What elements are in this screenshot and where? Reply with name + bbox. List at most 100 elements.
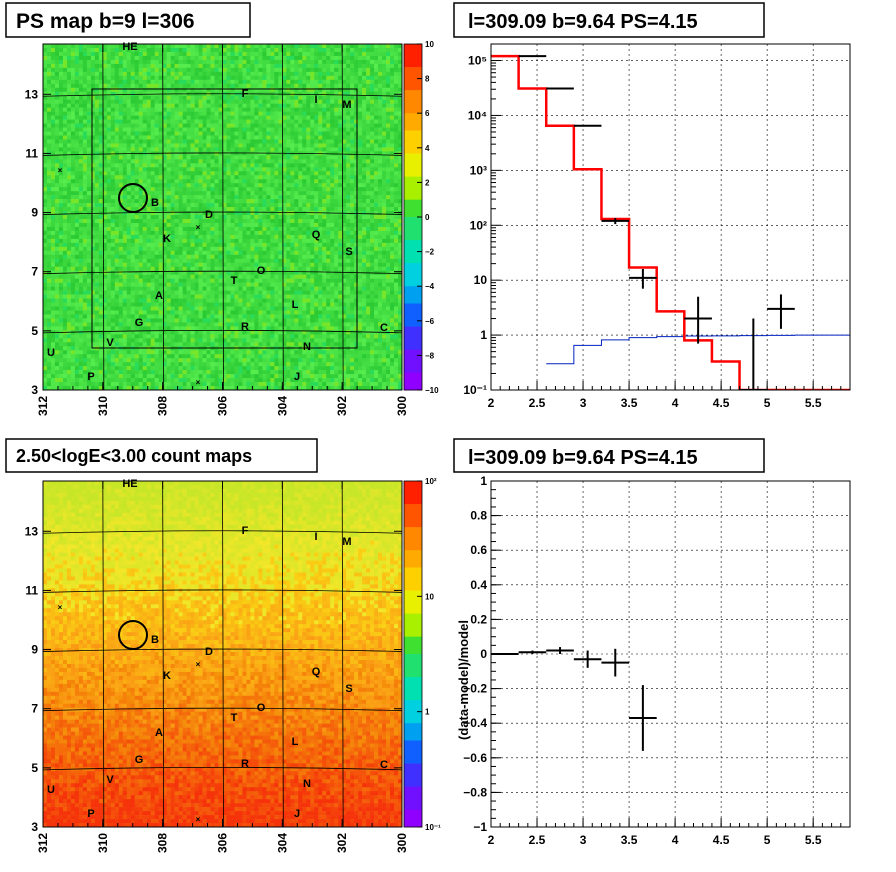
heatmap-pixel (102, 44, 108, 49)
heatmap-pixel (62, 346, 68, 351)
heatmap-pixel (262, 258, 267, 264)
heatmap-pixel (246, 207, 251, 212)
heatmap-pixel (43, 95, 48, 100)
heatmap-pixel (194, 167, 199, 172)
heatmap-pixel (74, 234, 80, 240)
heatmap-pixel (114, 378, 120, 383)
heatmap-pixel (134, 139, 140, 144)
heatmap-pixel (182, 135, 187, 140)
heatmap-pixel (178, 302, 183, 307)
heatmap-pixel (110, 266, 116, 271)
heatmap-pixel (146, 378, 151, 383)
heatmap-pixel (43, 362, 48, 367)
heatmap-pixel (46, 211, 52, 216)
heatmap-pixel (174, 87, 179, 93)
heatmap-pixel (194, 179, 199, 184)
heatmap-pixel (166, 242, 171, 248)
heatmap-pixel (146, 63, 151, 69)
heatmap-pixel (146, 127, 151, 132)
heatmap-pixel (138, 330, 144, 335)
heatmap-pixel (102, 127, 108, 132)
heatmap-pixel (114, 270, 120, 275)
heatmap-pixel (58, 302, 64, 307)
heatmap-pixel (94, 143, 100, 148)
heatmap-pixel (50, 91, 56, 96)
heatmap-pixel (190, 103, 195, 108)
heatmap-pixel (126, 338, 132, 343)
heatmap-pixel (102, 191, 108, 196)
heatmap-pixel (62, 191, 68, 196)
heatmap-pixel (98, 258, 104, 264)
heatmap-pixel (162, 167, 167, 172)
heatmap-pixel (50, 159, 56, 164)
heatmap-pixel (158, 103, 163, 108)
heatmap-pixel (222, 362, 227, 367)
heatmap-pixel (158, 191, 163, 196)
heatmap-pixel (254, 294, 259, 299)
heatmap-pixel (254, 298, 259, 303)
heatmap-pixel (90, 191, 96, 196)
heatmap-pixel (138, 338, 144, 343)
heatmap-pixel (86, 207, 92, 212)
heatmap-pixel (126, 155, 132, 160)
heatmap-pixel (90, 366, 96, 371)
heatmap-pixel (214, 175, 219, 180)
heatmap-pixel (246, 218, 251, 224)
heatmap-pixel (214, 83, 219, 89)
heatmap-pixel (146, 370, 151, 375)
heatmap-pixel (126, 354, 132, 359)
heatmap-pixel (162, 330, 167, 335)
heatmap-pixel (118, 318, 124, 323)
heatmap-pixel (182, 238, 187, 244)
heatmap-pixel (254, 302, 259, 307)
heatmap-pixel (46, 83, 52, 89)
heatmap-pixel (110, 250, 116, 256)
heatmap-pixel (174, 55, 179, 61)
heatmap-pixel (262, 226, 267, 232)
heatmap-pixel (138, 290, 144, 295)
heatmap-pixel (190, 338, 195, 343)
heatmap-pixel (194, 107, 199, 112)
heatmap-pixel (218, 330, 223, 335)
heatmap-pixel (266, 107, 271, 112)
heatmap-pixel (46, 79, 52, 85)
heatmap-pixel (62, 334, 68, 339)
heatmap-pixel (218, 238, 223, 244)
heatmap-pixel (54, 298, 60, 303)
heatmap-pixel (234, 330, 239, 335)
heatmap-pixel (198, 250, 203, 256)
heatmap-pixel (178, 151, 183, 156)
heatmap-pixel (118, 135, 124, 140)
heatmap-pixel (162, 55, 167, 61)
heatmap-pixel (258, 262, 263, 268)
heatmap-pixel (130, 63, 136, 69)
heatmap-pixel (134, 250, 140, 256)
heatmap-pixel (182, 71, 187, 77)
heatmap-pixel (266, 258, 271, 264)
heatmap-pixel (98, 67, 104, 73)
heatmap-pixel (102, 111, 108, 116)
heatmap-pixel (46, 179, 52, 184)
heatmap-pixel (226, 119, 231, 124)
heatmap-pixel (266, 254, 271, 260)
heatmap-pixel (114, 99, 120, 104)
heatmap-pixel (214, 322, 219, 327)
heatmap-pixel (242, 59, 247, 65)
heatmap-pixel (82, 286, 88, 291)
heatmap-pixel (154, 250, 159, 256)
heatmap-pixel (166, 215, 171, 220)
heatmap-pixel (70, 63, 76, 69)
heatmap-pixel (206, 290, 211, 295)
heatmap-pixel (146, 107, 151, 112)
heatmap-pixel (190, 374, 195, 379)
heatmap-pixel (78, 163, 84, 168)
heatmap-pixel (242, 155, 247, 160)
heatmap-pixel (262, 318, 267, 323)
heatmap-pixel (190, 123, 195, 128)
heatmap-pixel (106, 274, 112, 279)
heatmap-pixel (62, 63, 68, 69)
heatmap-pixel (74, 119, 80, 124)
heatmap-pixel (170, 250, 175, 256)
heatmap-pixel (210, 226, 215, 232)
heatmap-pixel (230, 123, 235, 128)
